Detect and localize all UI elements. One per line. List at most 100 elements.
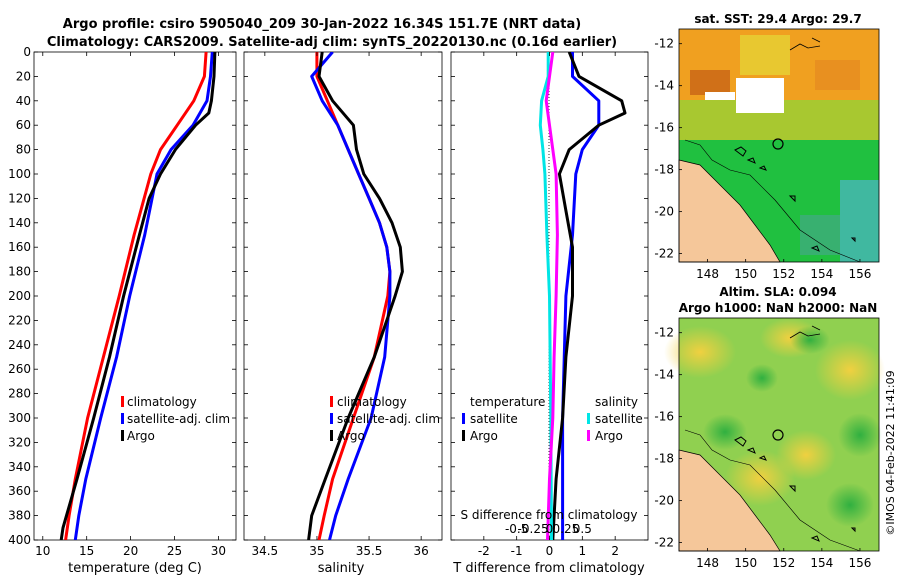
sst-map: -12 -14 -16 -18 -20 -22 148 150 152 154 156 xyxy=(654,28,880,281)
y-tick-label: 260 xyxy=(8,362,31,376)
temperature-xlabel: temperature (deg C) xyxy=(68,561,202,576)
x-tick-label: 2 xyxy=(611,544,619,558)
legend-swatch-climatology xyxy=(121,396,124,407)
x-tick-label: 1 xyxy=(579,544,587,558)
legend-swatch-s-satellite xyxy=(587,413,590,424)
figure-title-line1: Argo profile: csiro 5905040_209 30-Jan-2… xyxy=(63,17,581,32)
y-tick-label: 40 xyxy=(16,94,31,108)
y-tick-label: 180 xyxy=(8,265,31,279)
series-line-s-argo xyxy=(544,52,559,540)
x-tick-label: 15 xyxy=(79,544,94,558)
y-tick-label: 160 xyxy=(8,240,31,254)
temperature-legend: climatology satellite-adj. clim Argo xyxy=(121,395,230,443)
lon-tick-label: 148 xyxy=(696,556,719,570)
y-tick-label: 300 xyxy=(8,411,31,425)
x-tick-label: -2 xyxy=(478,544,490,558)
x-tick-label: 10 xyxy=(35,544,50,558)
sdiff-label: S difference from climatology xyxy=(461,508,638,522)
salinity-panel: 34.5 35 35.5 36 salinity xyxy=(243,51,443,576)
y-tick-label: 100 xyxy=(8,167,31,181)
legend-label: Argo xyxy=(595,429,623,443)
y-tick-label: 140 xyxy=(8,216,31,230)
legend-label: satellite xyxy=(595,412,643,426)
series-line-t-satellite xyxy=(561,52,601,540)
s-tick-label: 0.5 xyxy=(573,522,592,536)
series-line-climatology xyxy=(64,52,208,540)
y-tick-label: 400 xyxy=(8,533,31,547)
x-tick-label: 34.5 xyxy=(251,544,278,558)
lat-tick-label: -14 xyxy=(654,368,674,382)
legend-label: Argo xyxy=(127,429,155,443)
sla-map-title-line2: Argo h1000: NaN h2000: NaN xyxy=(679,301,878,315)
lat-tick-label: -20 xyxy=(654,494,674,508)
y-tick-label: 20 xyxy=(16,69,31,83)
legend-title-salinity: salinity xyxy=(595,395,638,409)
x-tick-label: 0 xyxy=(546,544,554,558)
lon-tick-label: 156 xyxy=(848,556,871,570)
difference-legend: temperature satellite Argo salinity sate… xyxy=(462,395,643,443)
legend-swatch-t-argo xyxy=(462,430,465,441)
y-tick-label: 200 xyxy=(8,289,31,303)
legend-label: Argo xyxy=(470,429,498,443)
argo-location-marker xyxy=(772,429,784,441)
legend-label: satellite xyxy=(470,412,518,426)
legend-swatch-s-argo xyxy=(587,430,590,441)
sla-map-title-line1: Altim. SLA: 0.094 xyxy=(719,285,836,299)
salinity-xlabel: salinity xyxy=(318,561,365,576)
lon-tick-label: 150 xyxy=(734,556,757,570)
x-tick-label: -1 xyxy=(511,544,523,558)
figure-title-line2: Climatology: CARS2009. Satellite-adj cli… xyxy=(47,35,617,50)
lat-tick-label: -16 xyxy=(654,410,674,424)
s-tick-label: 0 xyxy=(546,522,554,536)
salinity-legend: climatology satellite-adj. clim Argo xyxy=(330,395,440,443)
x-tick-label: 35 xyxy=(309,544,324,558)
difference-panel: -2 -1 0 1 2 T difference from climatology S … xyxy=(450,51,649,576)
legend-swatch-climatology xyxy=(330,396,333,407)
y-tick-label: 320 xyxy=(8,435,31,449)
lon-tick-label: 156 xyxy=(848,267,871,281)
series-line-satellite-adj-clim xyxy=(310,52,392,540)
y-tick-label: 280 xyxy=(8,387,31,401)
legend-title-temperature: temperature xyxy=(470,395,545,409)
lat-tick-label: -18 xyxy=(654,163,674,177)
legend-swatch-satellite xyxy=(330,413,333,424)
lon-tick-label: 150 xyxy=(734,267,757,281)
lat-tick-label: -22 xyxy=(654,536,674,550)
lon-tick-label: 148 xyxy=(696,267,719,281)
legend-swatch-satellite xyxy=(121,413,124,424)
y-tick-label: 340 xyxy=(8,460,31,474)
x-tick-label: 30 xyxy=(211,544,226,558)
x-tick-label: 25 xyxy=(167,544,182,558)
x-tick-label: 20 xyxy=(123,544,138,558)
y-tick-label: 240 xyxy=(8,338,31,352)
y-tick-label: 60 xyxy=(16,118,31,132)
series-line-argo xyxy=(307,52,404,540)
lat-tick-label: -12 xyxy=(654,326,674,340)
lat-tick-label: -12 xyxy=(654,37,674,51)
y-tick-label: 380 xyxy=(8,509,31,523)
legend-label: satellite-adj. clim xyxy=(337,412,440,426)
legend-swatch-argo xyxy=(121,430,124,441)
legend-label: climatology xyxy=(127,395,197,409)
s-tick-label: -0.5 xyxy=(505,522,528,536)
series-line-argo xyxy=(59,52,217,540)
legend-swatch-argo xyxy=(330,430,333,441)
y-tick-label: 220 xyxy=(8,313,31,327)
legend-swatch-t-satellite xyxy=(462,413,465,424)
tdiff-xlabel: T difference from climatology xyxy=(452,561,645,576)
legend-label: Argo xyxy=(337,429,365,443)
x-tick-label: 35.5 xyxy=(356,544,383,558)
legend-label: satellite-adj. clim xyxy=(127,412,230,426)
lon-tick-label: 154 xyxy=(810,556,833,570)
lon-tick-label: 152 xyxy=(772,267,795,281)
sst-map-title: sat. SST: 29.4 Argo: 29.7 xyxy=(694,12,861,26)
x-tick-label: 36 xyxy=(414,544,429,558)
lat-tick-label: -14 xyxy=(654,79,674,93)
imos-watermark: ©IMOS 04-Feb-2022 11:41:09 xyxy=(884,370,897,535)
series-line-satellite-adj-clim xyxy=(73,52,214,540)
y-tick-label: 360 xyxy=(8,484,31,498)
argo-location-marker xyxy=(772,138,784,150)
s-tick-label: -0.25 xyxy=(518,522,549,536)
s-tick-label: 0.25 xyxy=(553,522,580,536)
